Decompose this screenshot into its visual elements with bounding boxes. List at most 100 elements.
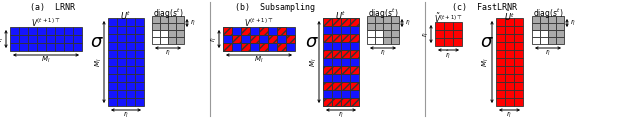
Bar	[223, 43, 232, 51]
Bar	[341, 98, 350, 106]
Bar	[160, 16, 168, 23]
Bar	[37, 35, 46, 43]
Bar	[286, 27, 295, 35]
Bar	[332, 18, 341, 26]
Bar	[383, 23, 391, 30]
Bar	[46, 27, 55, 35]
Bar	[126, 58, 135, 66]
Text: $r_l$: $r_l$	[190, 18, 196, 28]
Text: $\mathrm{diag}(s^t)$: $\mathrm{diag}(s^t)$	[532, 7, 563, 21]
Bar	[108, 74, 117, 82]
Text: $\hat{U}^t$: $\hat{U}^t$	[504, 9, 515, 23]
Bar	[176, 16, 184, 23]
Bar	[241, 35, 250, 43]
Bar	[168, 16, 176, 23]
Bar	[496, 42, 505, 50]
Bar	[323, 34, 332, 42]
Bar	[505, 74, 514, 82]
Bar	[323, 98, 332, 106]
Bar	[514, 58, 523, 66]
Bar	[152, 16, 160, 23]
Bar	[55, 27, 64, 35]
Bar	[556, 16, 564, 23]
Bar	[514, 74, 523, 82]
Bar	[126, 98, 135, 106]
Bar	[341, 66, 350, 74]
Bar	[108, 58, 117, 66]
Bar	[350, 34, 359, 42]
Bar	[73, 35, 82, 43]
Bar	[135, 58, 144, 66]
Bar	[391, 16, 399, 23]
Bar	[250, 35, 259, 43]
Bar	[64, 27, 73, 35]
Bar	[286, 43, 295, 51]
Bar	[135, 26, 144, 34]
Bar	[514, 42, 523, 50]
Bar	[341, 26, 350, 34]
Bar	[332, 50, 341, 58]
Bar	[505, 82, 514, 90]
Bar	[323, 90, 332, 98]
Bar	[250, 43, 259, 51]
Bar	[444, 22, 453, 30]
Bar	[350, 50, 359, 58]
Bar	[259, 35, 268, 43]
Bar	[332, 66, 341, 74]
Bar	[37, 43, 46, 51]
Bar	[19, 43, 28, 51]
Bar	[323, 18, 332, 26]
Bar	[332, 50, 341, 58]
Bar	[323, 74, 332, 82]
Bar	[323, 42, 332, 50]
Text: $\mathrm{diag}(s^t)$: $\mathrm{diag}(s^t)$	[368, 7, 398, 21]
Bar	[117, 90, 126, 98]
Bar	[341, 82, 350, 90]
Bar	[117, 34, 126, 42]
Bar	[135, 50, 144, 58]
Bar	[117, 58, 126, 66]
Bar	[496, 90, 505, 98]
Bar	[341, 58, 350, 66]
Bar	[548, 30, 556, 37]
Bar	[540, 30, 548, 37]
Bar	[28, 35, 37, 43]
Bar	[323, 66, 332, 74]
Bar	[10, 35, 19, 43]
Bar	[496, 74, 505, 82]
Bar	[117, 82, 126, 90]
Bar	[332, 42, 341, 50]
Bar	[323, 82, 332, 90]
Bar	[46, 35, 55, 43]
Bar	[10, 27, 19, 35]
Bar	[135, 98, 144, 106]
Bar	[540, 37, 548, 44]
Text: $M_l$: $M_l$	[481, 57, 491, 67]
Bar	[117, 18, 126, 26]
Bar	[435, 30, 444, 38]
Bar	[332, 98, 341, 106]
Bar	[268, 35, 277, 43]
Bar	[505, 98, 514, 106]
Bar	[375, 23, 383, 30]
Bar	[496, 66, 505, 74]
Bar	[108, 98, 117, 106]
Bar	[350, 90, 359, 98]
Bar	[323, 34, 332, 42]
Bar	[332, 98, 341, 106]
Text: $r_l$: $r_l$	[380, 48, 386, 58]
Bar	[505, 18, 514, 26]
Bar	[135, 82, 144, 90]
Bar	[332, 34, 341, 42]
Bar	[268, 35, 277, 43]
Bar	[435, 22, 444, 30]
Bar	[367, 30, 375, 37]
Bar	[350, 26, 359, 34]
Text: σ: σ	[480, 33, 492, 51]
Text: $V^{(t+1)\top}$: $V^{(t+1)\top}$	[244, 17, 274, 29]
Bar	[55, 35, 64, 43]
Bar	[108, 82, 117, 90]
Bar	[532, 37, 540, 44]
Bar	[341, 74, 350, 82]
Bar	[28, 43, 37, 51]
